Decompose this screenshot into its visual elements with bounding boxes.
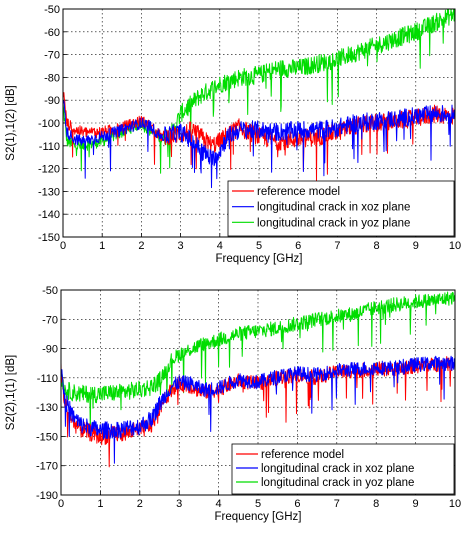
x-tick-label: 9 [413, 498, 419, 510]
y-tick-label: -90 [42, 344, 58, 356]
y-tick-label: -60 [44, 27, 60, 39]
x-axis-label: Frequency [GHz] [215, 511, 302, 523]
y-tick-label: -190 [36, 490, 58, 502]
series-line-2 [63, 99, 455, 189]
plot-frame [62, 8, 456, 238]
x-tick-label: 9 [413, 240, 419, 252]
series-line-2 [61, 355, 455, 464]
y-tick-label: -170 [36, 461, 58, 473]
x-tick-label: 4 [216, 498, 222, 510]
x-tick-label: 5 [255, 498, 261, 510]
y-tick-label: -90 [44, 95, 60, 107]
x-tick-label: 6 [295, 240, 301, 252]
legend-label-2: longitudinal crack in xoz plane [261, 463, 414, 475]
y-tick-label: -150 [36, 431, 58, 443]
x-tick-label: 8 [374, 240, 380, 252]
series-line-1 [63, 92, 455, 182]
y-tick-label: -140 [38, 209, 60, 221]
y-tick-label: -110 [39, 141, 60, 153]
series-line-3 [61, 291, 455, 433]
y-tick-label: -70 [44, 50, 60, 62]
y-tick-label: -110 [37, 373, 58, 385]
x-tick-label: 2 [137, 498, 143, 510]
y-axis-label: S2(1),1(2) [dB] [5, 85, 17, 160]
x-tick-label: 7 [334, 240, 340, 252]
x-tick-label: 1 [97, 498, 103, 510]
y-tick-label: -150 [38, 232, 60, 244]
legend-label-3: longitudinal crack in yoz plane [261, 477, 414, 489]
y-tick-label: -50 [44, 4, 60, 16]
x-tick-label: 3 [176, 498, 182, 510]
x-tick-label: 6 [294, 498, 300, 510]
y-tick-label: -120 [38, 164, 60, 176]
legend-box [231, 443, 455, 495]
y-tick-label: -70 [42, 314, 58, 326]
legend-box [227, 180, 455, 237]
y-tick-label: -100 [38, 118, 60, 130]
x-tick-label: 8 [373, 498, 379, 510]
x-tick-label: 0 [58, 498, 64, 510]
legend: reference model longitudinal crack in xoz… [227, 180, 455, 237]
x-tick-label: 2 [138, 240, 144, 252]
chart-2: 0 1 2 3 4 5 6 7 8 9 10 -190 -170 -150 -130 -110 -90 -70 -5… [5, 285, 461, 523]
x-tick-label: 7 [334, 498, 340, 510]
legend-label-1: reference model [261, 449, 344, 461]
x-tick-label: 0 [60, 240, 66, 252]
y-tick-label: -80 [44, 72, 60, 84]
legend-label-2: longitudinal crack in xoz plane [257, 202, 410, 214]
legend: reference model longitudinal crack in xoz… [231, 443, 455, 495]
x-tick-label: 4 [217, 240, 223, 252]
y-tick-label: -130 [36, 402, 58, 414]
legend-label-3: longitudinal crack in yoz plane [257, 217, 410, 229]
x-tick-label: 5 [256, 240, 262, 252]
y-axis-label: S2(2),1(1) [dB] [5, 355, 17, 430]
y-tick-label: -130 [38, 186, 60, 198]
x-tick-label: 3 [178, 240, 184, 252]
legend-label-1: reference model [257, 186, 340, 198]
x-axis-label: Frequency [GHz] [216, 253, 303, 265]
x-tick-label: 10 [449, 240, 461, 252]
y-tick-label: -50 [42, 285, 58, 297]
chart-1: 0 1 2 3 4 5 6 7 8 9 10 -150 -140 -130 -120 -110 -100 -90 -… [5, 4, 461, 265]
plot-frame [60, 289, 456, 496]
x-tick-label: 1 [99, 240, 105, 252]
x-tick-label: 10 [449, 498, 461, 510]
